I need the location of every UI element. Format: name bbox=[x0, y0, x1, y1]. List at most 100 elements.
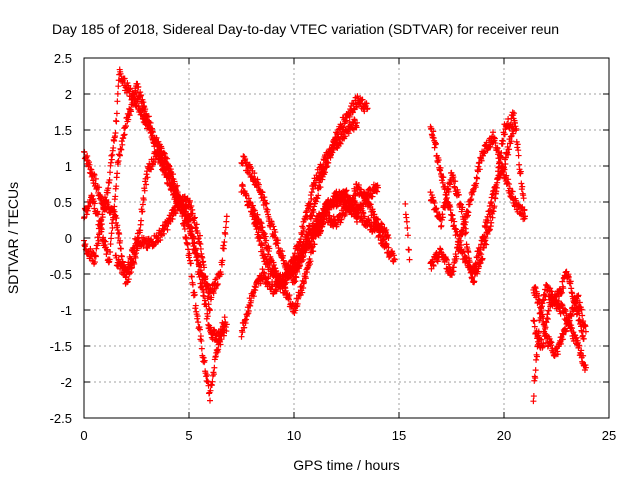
data-point bbox=[505, 151, 512, 158]
data-point bbox=[192, 302, 199, 309]
data-point bbox=[96, 230, 103, 237]
data-point bbox=[106, 256, 113, 263]
data-point bbox=[245, 195, 252, 202]
y-tick-label: 1 bbox=[65, 159, 72, 174]
data-point bbox=[107, 241, 114, 248]
data-point bbox=[459, 228, 466, 235]
data-point bbox=[191, 291, 198, 298]
data-point bbox=[96, 184, 103, 191]
data-point bbox=[117, 237, 124, 244]
data-point bbox=[255, 181, 262, 188]
data-point bbox=[297, 254, 304, 261]
data-point bbox=[567, 278, 574, 285]
data-point bbox=[506, 146, 513, 153]
data-point bbox=[383, 226, 390, 233]
data-point bbox=[133, 89, 140, 96]
data-point bbox=[486, 226, 493, 233]
data-point bbox=[301, 227, 308, 234]
data-point bbox=[187, 216, 194, 223]
data-point bbox=[142, 106, 149, 113]
data-point bbox=[548, 288, 555, 295]
data-point bbox=[360, 201, 367, 208]
data-point bbox=[198, 337, 205, 344]
data-point bbox=[337, 140, 344, 147]
data-point bbox=[119, 141, 126, 148]
data-point bbox=[459, 204, 466, 211]
data-point bbox=[204, 371, 211, 378]
data-point bbox=[139, 208, 146, 215]
data-point bbox=[135, 102, 142, 109]
data-point bbox=[191, 214, 198, 221]
data-point bbox=[318, 168, 325, 175]
data-point bbox=[143, 181, 150, 188]
data-point bbox=[238, 333, 245, 340]
data-point bbox=[140, 196, 147, 203]
data-point bbox=[333, 221, 340, 228]
data-point bbox=[500, 138, 507, 145]
series-track-12 bbox=[427, 109, 528, 286]
data-point bbox=[220, 245, 227, 252]
data-point bbox=[558, 289, 565, 296]
data-point bbox=[207, 397, 213, 404]
data-point bbox=[239, 329, 246, 336]
data-point bbox=[91, 171, 98, 178]
data-point bbox=[547, 285, 554, 292]
data-point bbox=[138, 92, 145, 99]
data-point bbox=[218, 336, 225, 343]
data-point bbox=[198, 345, 205, 352]
data-point bbox=[221, 238, 228, 245]
data-point bbox=[207, 324, 214, 331]
data-point bbox=[186, 197, 193, 204]
data-point bbox=[578, 347, 585, 354]
y-tick-label: 2.5 bbox=[54, 51, 72, 66]
data-point bbox=[108, 235, 115, 242]
data-point bbox=[111, 208, 118, 215]
data-point bbox=[126, 112, 133, 119]
data-point bbox=[95, 237, 102, 244]
data-point bbox=[219, 257, 226, 264]
y-tick-label: -1 bbox=[60, 303, 72, 318]
data-point bbox=[369, 193, 376, 200]
data-point bbox=[125, 116, 132, 123]
data-point bbox=[117, 70, 124, 77]
data-point bbox=[258, 220, 265, 227]
data-point bbox=[476, 166, 483, 173]
data-point bbox=[503, 172, 510, 179]
data-point bbox=[299, 289, 306, 296]
data-point bbox=[311, 241, 318, 248]
data-point bbox=[445, 261, 452, 268]
data-point bbox=[404, 224, 411, 231]
data-point bbox=[116, 152, 123, 159]
data-point bbox=[100, 234, 107, 241]
data-point bbox=[116, 71, 123, 78]
data-point bbox=[263, 200, 270, 207]
data-point bbox=[292, 307, 299, 314]
data-point bbox=[379, 221, 386, 228]
data-point bbox=[201, 264, 208, 271]
data-point bbox=[158, 145, 165, 152]
data-point bbox=[402, 200, 409, 207]
data-point bbox=[531, 318, 538, 325]
data-point bbox=[291, 250, 298, 257]
data-point bbox=[576, 310, 583, 317]
data-point bbox=[112, 193, 119, 200]
data-point bbox=[223, 213, 230, 220]
data-point bbox=[263, 205, 270, 212]
data-point bbox=[273, 288, 280, 295]
data-point bbox=[107, 169, 114, 176]
data-point bbox=[312, 225, 319, 232]
data-point bbox=[108, 230, 115, 237]
data-point bbox=[110, 144, 117, 151]
series-track-16 bbox=[530, 268, 587, 351]
data-point bbox=[315, 221, 322, 228]
data-point bbox=[115, 158, 122, 165]
data-point bbox=[522, 213, 528, 220]
data-point bbox=[210, 290, 217, 297]
data-point bbox=[517, 168, 524, 175]
data-point bbox=[282, 287, 289, 294]
data-point bbox=[87, 245, 94, 252]
data-point bbox=[432, 140, 439, 147]
data-point bbox=[186, 213, 193, 220]
data-point bbox=[186, 250, 193, 257]
data-point bbox=[146, 119, 153, 126]
